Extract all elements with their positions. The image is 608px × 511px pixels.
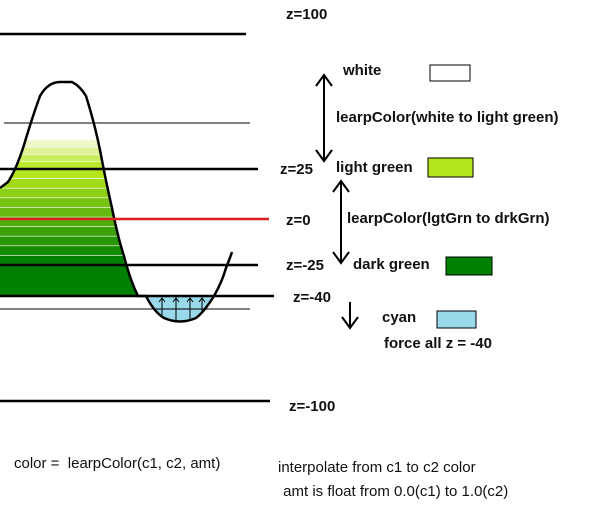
note-amt: amt is float from 0.0(c1) to 1.0(c2) — [279, 483, 508, 500]
color-band — [0, 265, 138, 296]
color-band — [0, 188, 138, 199]
color-band — [0, 207, 138, 218]
water-arrow-head — [158, 297, 166, 303]
color-bands — [0, 139, 138, 296]
swatch-white — [429, 64, 471, 82]
double-arrow-white-lightgreen — [315, 73, 333, 163]
water-arrow-head — [186, 297, 194, 303]
snow-cap — [0, 82, 138, 140]
color-band — [0, 178, 138, 189]
swatch-dark-green — [445, 256, 493, 276]
label-z25: z=25 — [280, 161, 313, 178]
swatch-cyan — [436, 310, 477, 329]
color-band — [0, 255, 138, 266]
color-band — [0, 169, 138, 180]
legend-darkgreen-label: dark green — [353, 256, 430, 273]
legend-force-rule: force all z = -40 — [384, 335, 492, 352]
label-z0: z=0 — [286, 212, 311, 229]
double-arrow-lightgreen-darkgreen — [332, 179, 350, 265]
color-band — [0, 147, 138, 155]
legend-lightgreen-label: light green — [336, 159, 413, 176]
label-zm25: z=-25 — [286, 257, 324, 274]
color-band — [0, 217, 138, 228]
terrain-outline — [0, 80, 234, 323]
swatch-light-green — [427, 157, 474, 178]
label-z100: z=100 — [286, 6, 327, 23]
water-arrow-head — [172, 297, 180, 303]
color-band — [0, 226, 138, 237]
color-band — [0, 197, 138, 208]
legend-lerp-white-lightgreen: learpColor(white to light green) — [336, 109, 559, 126]
mountain-fill — [0, 82, 138, 296]
label-zm100: z=-100 — [289, 398, 335, 415]
legend-lerp-lightgreen-darkgreen: learpColor(lgtGrn to drkGrn) — [347, 210, 550, 227]
color-band — [0, 154, 138, 163]
water-arrow-head — [198, 297, 206, 303]
color-band — [0, 236, 138, 247]
label-zm40: z=-40 — [293, 289, 331, 306]
down-arrow-cyan — [341, 302, 359, 330]
color-band — [0, 161, 138, 170]
note-formula: color = learpColor(c1, c2, amt) — [14, 455, 220, 472]
legend-white-label: white — [342, 62, 381, 79]
note-interpolate: interpolate from c1 to c2 color — [278, 459, 476, 476]
legend-cyan-label: cyan — [382, 309, 416, 326]
color-band — [0, 140, 138, 148]
color-band — [0, 245, 138, 256]
